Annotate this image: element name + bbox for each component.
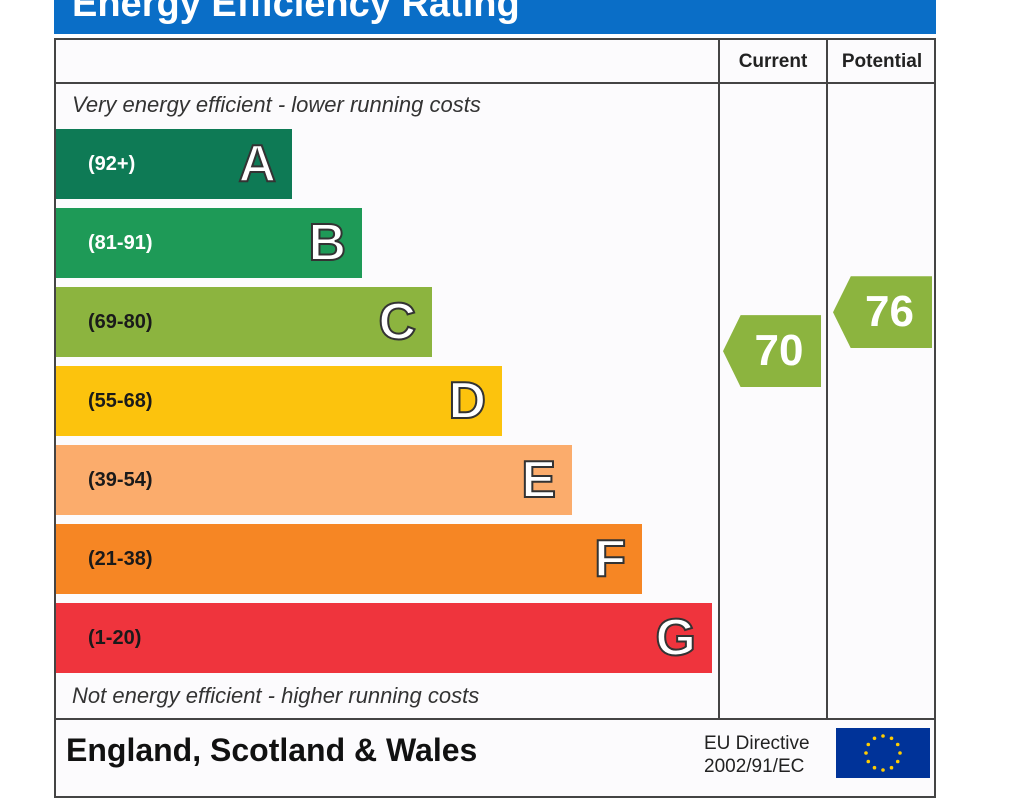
band-b: (81-91) B bbox=[56, 208, 362, 278]
band-letter-label: G bbox=[655, 608, 697, 668]
eu-star-icon bbox=[864, 751, 868, 755]
eu-star-icon bbox=[866, 742, 871, 747]
band-range-label: (92+) bbox=[88, 153, 136, 175]
band-g: (1-20) G bbox=[56, 603, 712, 673]
eu-star-icon bbox=[895, 759, 900, 764]
footer-row-divider bbox=[54, 718, 936, 720]
band-f: (21-38) F bbox=[56, 524, 642, 594]
band-range-label: (81-91) bbox=[88, 232, 153, 254]
potential-rating-value: 76 bbox=[865, 287, 914, 337]
band-c: (69-80) C bbox=[56, 287, 432, 357]
band-letter-label: E bbox=[520, 450, 557, 510]
band-range-label: (21-38) bbox=[88, 548, 153, 570]
band-letter-label: F bbox=[593, 529, 627, 589]
current-column-header: Current bbox=[738, 51, 808, 72]
footer-directive: EU Directive 2002/91/EC bbox=[704, 732, 810, 778]
directive-line-2: 2002/91/EC bbox=[704, 756, 805, 777]
band-letter-label: C bbox=[377, 292, 417, 352]
band-letter-label: D bbox=[447, 371, 487, 431]
band-e: (39-54) E bbox=[56, 445, 572, 515]
band-range-label: (69-80) bbox=[88, 311, 153, 333]
current-rating-value: 70 bbox=[754, 326, 804, 376]
potential-rating-arrow: 76 bbox=[833, 276, 932, 349]
current-rating-arrow: 70 bbox=[723, 315, 821, 388]
page-title: Energy Efficiency Rating bbox=[54, 0, 936, 34]
eu-star-icon bbox=[898, 751, 902, 755]
band-d: (55-68) D bbox=[56, 366, 502, 436]
header-row-divider bbox=[54, 82, 936, 84]
band-letter-label: A bbox=[237, 134, 277, 194]
eu-star-icon bbox=[895, 742, 900, 747]
potential-column-header: Potential bbox=[841, 51, 923, 72]
directive-line-1: EU Directive bbox=[704, 733, 810, 754]
eu-star-icon bbox=[872, 736, 877, 741]
band-range-label: (39-54) bbox=[88, 469, 153, 491]
band-a: (92+) A bbox=[56, 129, 292, 199]
eu-star-icon bbox=[881, 768, 885, 772]
eu-star-icon bbox=[881, 734, 885, 738]
current-column-divider bbox=[718, 38, 720, 720]
efficient-caption: Very energy efficient - lower running co… bbox=[72, 92, 481, 117]
band-letter-label: B bbox=[307, 213, 347, 273]
eu-flag-icon bbox=[836, 728, 930, 778]
eu-star-icon bbox=[866, 759, 871, 764]
potential-column-divider bbox=[826, 38, 828, 720]
footer-country: England, Scotland & Wales bbox=[66, 732, 478, 768]
eu-star-icon bbox=[889, 736, 894, 741]
inefficient-caption: Not energy efficient - higher running co… bbox=[72, 683, 480, 708]
band-range-label: (1-20) bbox=[88, 627, 142, 649]
band-range-label: (55-68) bbox=[88, 390, 153, 412]
